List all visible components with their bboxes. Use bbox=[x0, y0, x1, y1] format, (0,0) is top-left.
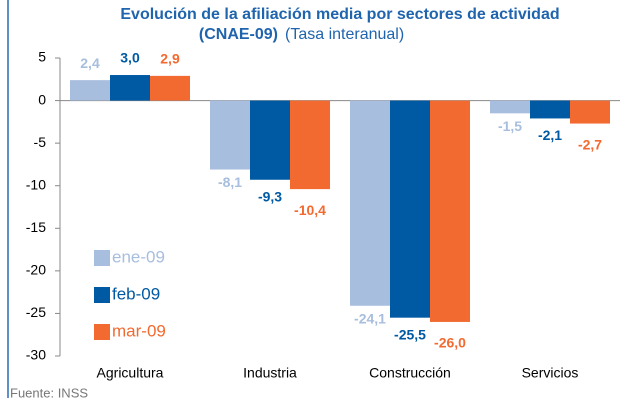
value-label: -9,3 bbox=[258, 188, 282, 204]
source: Fuente: INSS bbox=[10, 385, 88, 400]
bar bbox=[350, 100, 390, 306]
bar bbox=[530, 100, 570, 119]
y-tick-label: -5 bbox=[34, 134, 47, 150]
legend-label: feb-09 bbox=[112, 284, 160, 303]
y-tick-label: 5 bbox=[38, 49, 46, 65]
bar bbox=[390, 100, 430, 318]
value-label: 3,0 bbox=[120, 50, 140, 66]
value-label: 2,9 bbox=[160, 51, 180, 67]
legend-label: ene-09 bbox=[112, 247, 165, 266]
bar bbox=[210, 100, 250, 170]
y-tick-label: -20 bbox=[26, 262, 46, 278]
bar bbox=[250, 100, 290, 180]
value-label: -26,0 bbox=[434, 335, 466, 351]
chart-title: Evolución de la afiliación media por sec… bbox=[120, 6, 559, 23]
y-tick-label: -15 bbox=[26, 219, 46, 235]
x-tick-label: Servicios bbox=[522, 365, 579, 381]
value-label: -24,1 bbox=[354, 310, 386, 326]
bar bbox=[430, 100, 470, 322]
x-tick-label: Construcción bbox=[369, 365, 451, 381]
legend-label: mar-09 bbox=[112, 321, 166, 340]
bar bbox=[70, 80, 110, 101]
value-label: -2,1 bbox=[538, 127, 562, 143]
bar bbox=[150, 75, 190, 101]
value-label: -2,7 bbox=[578, 136, 602, 152]
legend-swatch bbox=[94, 250, 110, 266]
y-tick-label: -10 bbox=[26, 176, 46, 192]
x-tick-label: Industria bbox=[243, 365, 297, 381]
value-label: -10,4 bbox=[294, 202, 326, 218]
chart-subtitle: (Tasa interanual) bbox=[285, 26, 404, 43]
x-tick-label: Agricultura bbox=[97, 365, 164, 381]
bar bbox=[290, 100, 330, 190]
value-label: -8,1 bbox=[218, 174, 242, 190]
bar bbox=[490, 100, 530, 114]
y-tick-label: -25 bbox=[26, 304, 46, 320]
value-label: 2,4 bbox=[80, 55, 100, 71]
chart-title-2: (CNAE-09) bbox=[199, 26, 278, 43]
bar bbox=[570, 100, 610, 124]
y-tick-label: 0 bbox=[38, 91, 46, 107]
y-tick-label: -30 bbox=[26, 347, 46, 363]
value-label: -25,5 bbox=[394, 326, 426, 342]
legend-swatch bbox=[94, 324, 110, 340]
legend-swatch bbox=[94, 287, 110, 303]
bar bbox=[110, 75, 150, 101]
value-label: -1,5 bbox=[498, 118, 522, 134]
